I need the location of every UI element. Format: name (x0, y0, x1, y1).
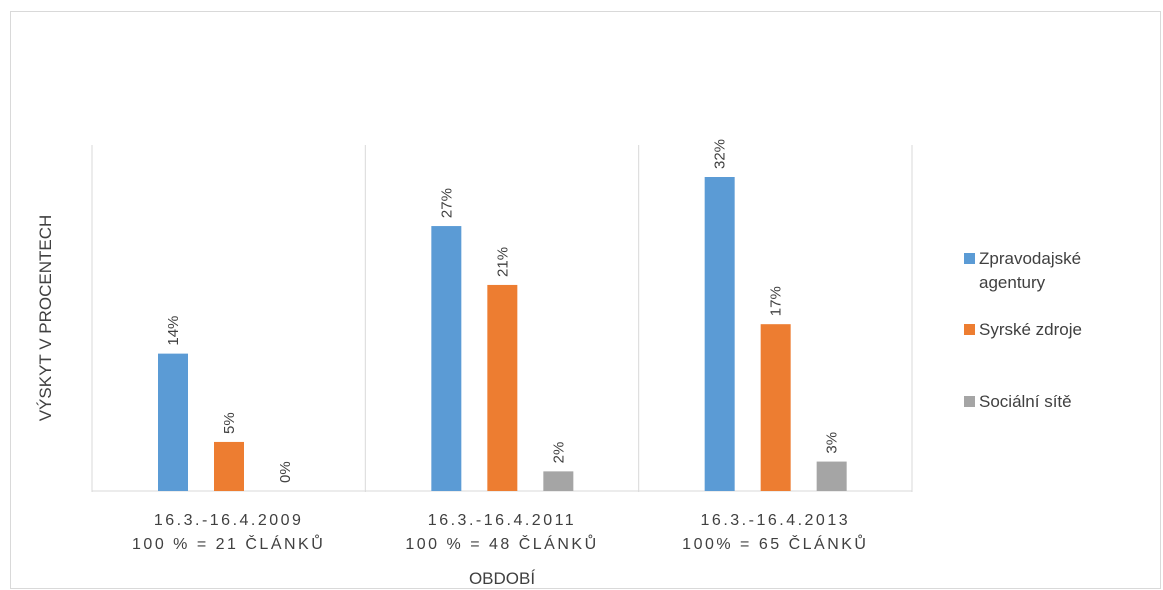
legend-item-syrske-zdroje: Syrské zdroje (964, 318, 1159, 342)
legend-swatch-icon (964, 324, 975, 335)
legend-label: Syrské zdroje (979, 320, 1082, 339)
data-label: 27% (438, 188, 455, 218)
data-label: 3% (824, 432, 841, 454)
bar (704, 177, 735, 491)
chart-frame (10, 11, 1161, 589)
x-axis-title: OBDOBÍ (469, 569, 535, 588)
data-label: 0% (277, 461, 294, 483)
x-tick-label: 100% = 65 ČLÁNKŮ (682, 534, 868, 553)
legend-label: Zpravodajské agentury (979, 249, 1082, 292)
data-label: 21% (494, 247, 511, 277)
bar (760, 324, 791, 491)
data-label: 14% (165, 316, 182, 346)
legend-swatch-icon (964, 253, 975, 264)
bar (431, 226, 462, 491)
x-tick-label: 16.3.-16.4.2013 (701, 512, 851, 529)
legend-swatch-icon (964, 396, 975, 407)
bar (214, 441, 244, 491)
y-axis-title: VÝSKYT V PROCENTECH (36, 215, 55, 422)
data-label: 32% (712, 139, 729, 169)
bar (487, 284, 518, 491)
x-tick-label: 16.3.-16.4.2009 (154, 512, 304, 529)
bar (543, 471, 574, 491)
data-label: 2% (550, 442, 567, 464)
legend-label: Sociální sítě (979, 392, 1072, 411)
legend-item-socialni-site: Sociální sítě (964, 390, 1159, 414)
legend-item-zpravodajske-agentury: Zpravodajské agentury (964, 247, 1099, 295)
bar (816, 461, 847, 491)
data-label: 17% (768, 286, 785, 316)
bar (158, 353, 188, 491)
data-label: 5% (221, 412, 238, 434)
x-tick-label: 100 % = 21 ČLÁNKŮ (132, 534, 325, 553)
x-tick-label: 16.3.-16.4.2011 (428, 512, 576, 529)
x-tick-label: 100 % = 48 ČLÁNKŮ (405, 534, 598, 553)
